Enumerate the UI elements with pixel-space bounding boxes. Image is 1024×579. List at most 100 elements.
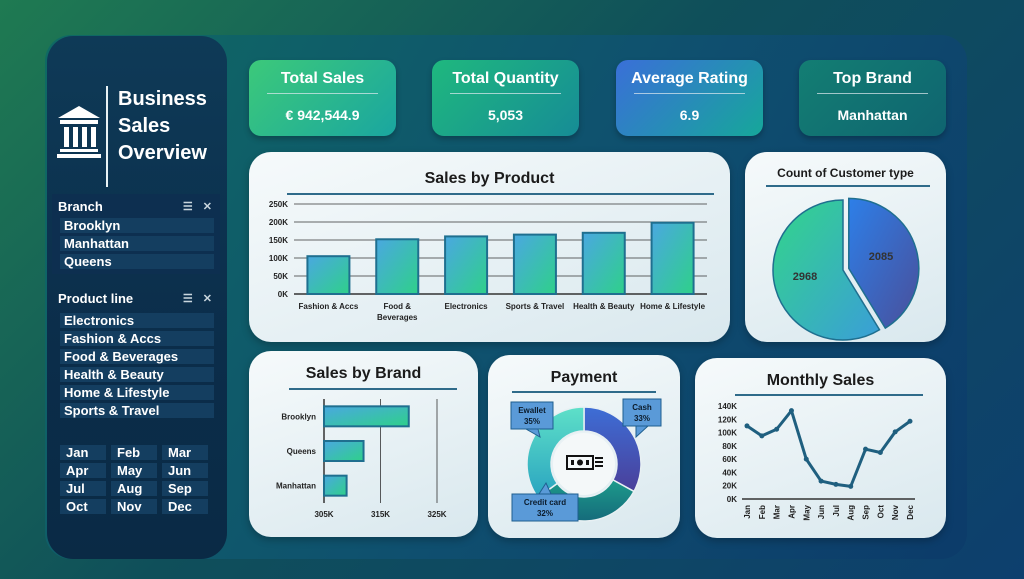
x-tick-label: Dec (906, 504, 915, 519)
kpi-total-quantity: Total Quantity 5,053 (432, 60, 579, 136)
sales-by-product-card: Sales by Product 0K 50K 100K 150K 200K 250K Fa… (249, 152, 730, 342)
product-item-home[interactable]: Home & Lifestyle (60, 385, 214, 400)
point-oct (877, 450, 883, 455)
month-slicer: Jan Feb Mar Apr May Jun Jul Aug Sep Oct … (60, 445, 208, 514)
title-divider (106, 86, 108, 187)
month-jun[interactable]: Jun (162, 463, 208, 478)
kpi-value: Manhattan (837, 107, 908, 123)
month-aug[interactable]: Aug (111, 481, 157, 496)
x-tick-label: Electronics (445, 302, 489, 311)
bar-home-lifestyle (650, 221, 695, 295)
y-tick-label: 150K (269, 236, 288, 245)
donut-center (553, 433, 615, 495)
sales-by-brand-card: Sales by Brand 305K 315K 325K Brooklyn Queen… (249, 351, 478, 537)
x-tick-label: 305K (314, 510, 333, 519)
callout-ewallet (510, 401, 554, 430)
month-nov[interactable]: Nov (111, 499, 157, 514)
payment-chart: Cash 33% Credit card 32% Ewallet 35% (510, 398, 662, 522)
y-tick-label: 80K (722, 442, 737, 451)
kpi-total-sales: Total Sales € 942,544.9 (249, 60, 396, 136)
multi-select-icon[interactable]: ☰ (182, 200, 193, 213)
month-jul[interactable]: Jul (60, 481, 106, 496)
product-item-fashion[interactable]: Fashion & Accs (60, 331, 214, 346)
x-tick-label: Jul (832, 505, 841, 517)
product-line-slicer: Product line ☰ ✕ Electronics Fashion & Ac… (52, 286, 220, 422)
kpi-value: 6.9 (679, 107, 700, 123)
month-oct[interactable]: Oct (60, 499, 106, 514)
product-item-health[interactable]: Health & Beauty (60, 367, 214, 382)
point-jan (744, 423, 750, 429)
customer-type-card: Count of Customer type 2968 2085 (745, 152, 946, 342)
x-tick-label: Health & Beauty (573, 302, 635, 311)
callout-cash (622, 398, 662, 427)
y-tick-label: 100K (718, 429, 737, 438)
product-item-sports[interactable]: Sports & Travel (60, 403, 214, 418)
page-title: Business Sales Overview (118, 88, 207, 164)
kpi-value: € 942,544.9 (285, 107, 360, 123)
clear-filter-icon[interactable]: ✕ (202, 200, 212, 213)
product-item-food[interactable]: Food & Beverages (60, 349, 214, 364)
x-tick-label: Oct (876, 505, 885, 519)
point-jun (818, 478, 824, 484)
callout-name: Credit card (524, 498, 566, 507)
kpi-label: Average Rating (631, 70, 748, 87)
branch-item-brooklyn[interactable]: Brooklyn (60, 218, 214, 233)
product-item-electronics[interactable]: Electronics (60, 313, 214, 328)
sales-by-brand-chart: 305K 315K 325K Brooklyn Queens Manhattan (276, 399, 447, 519)
monthly-sales-chart: 0K 20K 40K 60K 80K 100K 120K 140K Jan Feb Mar Apr Ma… (718, 402, 915, 521)
month-may[interactable]: May (111, 463, 157, 478)
chart-title: Monthly Sales (766, 372, 875, 389)
point-feb (759, 433, 765, 439)
x-tick-label: Apr (787, 505, 796, 519)
y-tick-label: 140K (718, 402, 737, 411)
kpi-label: Total Quantity (452, 70, 559, 87)
y-tick-label: 200K (269, 218, 288, 227)
branch-slicer: Branch ☰ ✕ Brooklyn Manhattan Queens (52, 194, 220, 274)
callout-name: Cash (632, 403, 652, 412)
point-aug (848, 483, 854, 489)
month-dec[interactable]: Dec (162, 499, 208, 514)
month-sep[interactable]: Sep (162, 481, 208, 496)
kpi-label: Top Brand (833, 70, 912, 87)
bar-brooklyn (323, 405, 410, 428)
branch-item-queens[interactable]: Queens (60, 254, 214, 269)
point-sep (863, 446, 869, 452)
y-tick-label: 40K (722, 468, 737, 477)
callout-percent: 32% (537, 509, 553, 518)
point-mar (774, 426, 780, 432)
month-mar[interactable]: Mar (162, 445, 208, 460)
payment-card: Payment Cash 33% Credit card 32% Ewallet 35% (488, 355, 680, 538)
customer-type-chart: 2968 2085 (772, 197, 920, 341)
x-tick-label: Sports & Travel (506, 302, 565, 311)
bar-queens (323, 440, 365, 462)
chart-title: Count of Customer type (777, 166, 914, 180)
pie-slice-2968 (772, 199, 881, 341)
y-tick-label: 50K (273, 272, 288, 281)
sales-line (746, 409, 911, 488)
point-nov (892, 429, 898, 435)
product-line-slicer-label: Product line (58, 290, 134, 306)
point-dec (907, 418, 913, 424)
month-apr[interactable]: Apr (60, 463, 106, 478)
x-tick-label: Home & Lifestyle (640, 302, 705, 311)
month-feb[interactable]: Feb (111, 445, 157, 460)
x-tick-label: Nov (891, 504, 900, 520)
month-jan[interactable]: Jan (60, 445, 106, 460)
clear-filter-icon[interactable]: ✕ (202, 292, 212, 305)
bar-fashion-accs (306, 255, 351, 295)
x-tick-label: 325K (427, 510, 446, 519)
y-tick-label: Queens (287, 447, 317, 456)
chart-title: Payment (550, 369, 618, 386)
x-tick-label: 315K (371, 510, 390, 519)
multi-select-icon[interactable]: ☰ (182, 292, 193, 305)
bar-health-beauty (581, 231, 626, 296)
callout-percent: 33% (634, 414, 650, 423)
donut-slice-ewallet (526, 406, 585, 499)
y-tick-label: 100K (269, 254, 288, 263)
branch-item-manhattan[interactable]: Manhattan (60, 236, 214, 251)
bank-building-icon (57, 106, 101, 158)
y-tick-label: 20K (722, 482, 737, 491)
bar-electronics (444, 235, 489, 295)
bar-food-beverages (375, 238, 420, 295)
y-tick-label: 0K (278, 290, 288, 299)
